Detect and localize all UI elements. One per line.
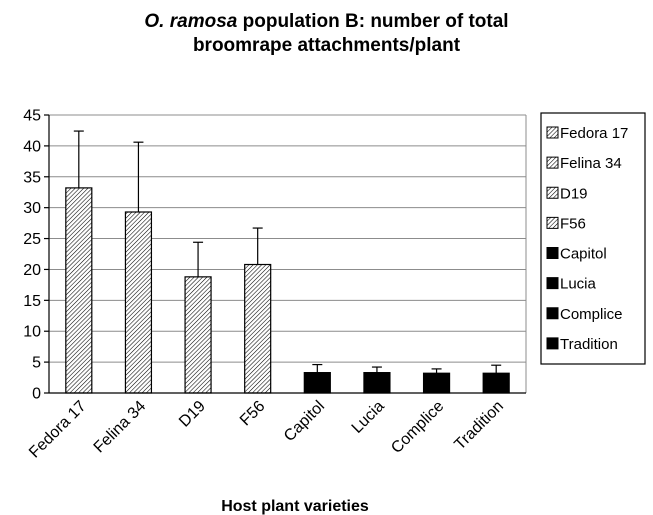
legend-label-f56: F56 bbox=[560, 215, 586, 232]
y-axis: 0 5 10 15 20 25 30 35 40 45 bbox=[23, 108, 50, 403]
gridlines bbox=[49, 114, 527, 393]
x-tick-label-fedora-17: Fedora 17 bbox=[26, 398, 90, 462]
y-tick-label-30: 30 bbox=[23, 200, 41, 217]
y-tick-label-45: 45 bbox=[23, 108, 41, 125]
x-tick-label-complice: Complice bbox=[388, 398, 447, 457]
x-tick-label-f56: F56 bbox=[237, 398, 269, 430]
y-tick-label-0: 0 bbox=[32, 386, 41, 403]
bar-d19 bbox=[184, 276, 212, 394]
legend-swatch-fedora-17 bbox=[546, 126, 559, 139]
legend-label-capitol: Capitol bbox=[560, 246, 607, 263]
title-species: O. ramosa bbox=[144, 11, 238, 32]
legend-swatch-capitol bbox=[546, 247, 559, 259]
legend-label-lucia: Lucia bbox=[560, 276, 597, 293]
y-tick-label-35: 35 bbox=[23, 169, 41, 186]
y-tick-label-40: 40 bbox=[23, 138, 41, 155]
x-tick-label-felina-34: Felina 34 bbox=[91, 398, 150, 457]
x-tick-label-d19: D19 bbox=[176, 398, 209, 431]
legend-swatch-f56 bbox=[546, 216, 559, 229]
x-tick-label-capitol: Capitol bbox=[281, 398, 328, 445]
legend-label-complice: Complice bbox=[560, 306, 623, 323]
x-tick-label-tradition: Tradition bbox=[451, 398, 507, 454]
legend-label-tradition: Tradition bbox=[560, 336, 618, 353]
legend-swatch-d19 bbox=[546, 186, 559, 199]
y-tick-label-15: 15 bbox=[23, 293, 41, 310]
bar-f56 bbox=[244, 263, 272, 394]
error-bars bbox=[73, 130, 502, 374]
chart-title-line-2: broomrape attachments/plant bbox=[192, 35, 461, 56]
legend-swatch-tradition bbox=[546, 337, 559, 350]
legend-swatch-lucia bbox=[546, 277, 559, 290]
bar-complice bbox=[422, 372, 451, 394]
y-tick-label-10: 10 bbox=[23, 324, 41, 341]
y-tick-label-20: 20 bbox=[23, 262, 41, 279]
x-tick-label-lucia: Lucia bbox=[349, 398, 388, 437]
bar-tradition bbox=[482, 372, 510, 394]
legend-box bbox=[540, 112, 646, 365]
bar-fedora-17 bbox=[65, 187, 93, 394]
bar-capitol bbox=[303, 372, 331, 394]
legend-swatch-felina-34 bbox=[546, 156, 559, 169]
legend-label-d19: D19 bbox=[560, 185, 588, 202]
legend: Fedora 17 Felina 34 D19 F56 Capitol Lucia Comp… bbox=[540, 112, 646, 365]
x-axis: Fedora 17 Felina 34 D19 F56 Capitol Lucia Comp… bbox=[26, 392, 526, 462]
title-rest-line-1: population B: number of total bbox=[237, 11, 509, 32]
legend-label-felina-34: Felina 34 bbox=[560, 155, 622, 172]
legend-swatch-complice bbox=[546, 307, 559, 320]
y-tick-label-5: 5 bbox=[32, 355, 41, 372]
y-tick-label-25: 25 bbox=[23, 231, 41, 248]
bar-felina-34 bbox=[124, 211, 153, 394]
legend-label-fedora-17: Fedora 17 bbox=[560, 125, 628, 142]
x-axis-title: Host plant varieties bbox=[221, 498, 369, 515]
bar-lucia bbox=[363, 372, 391, 394]
chart-title-line-1: O. ramosa population B: number of total bbox=[0, 10, 653, 34]
chart-title: O. ramosa population B: number of total … bbox=[0, 10, 653, 58]
